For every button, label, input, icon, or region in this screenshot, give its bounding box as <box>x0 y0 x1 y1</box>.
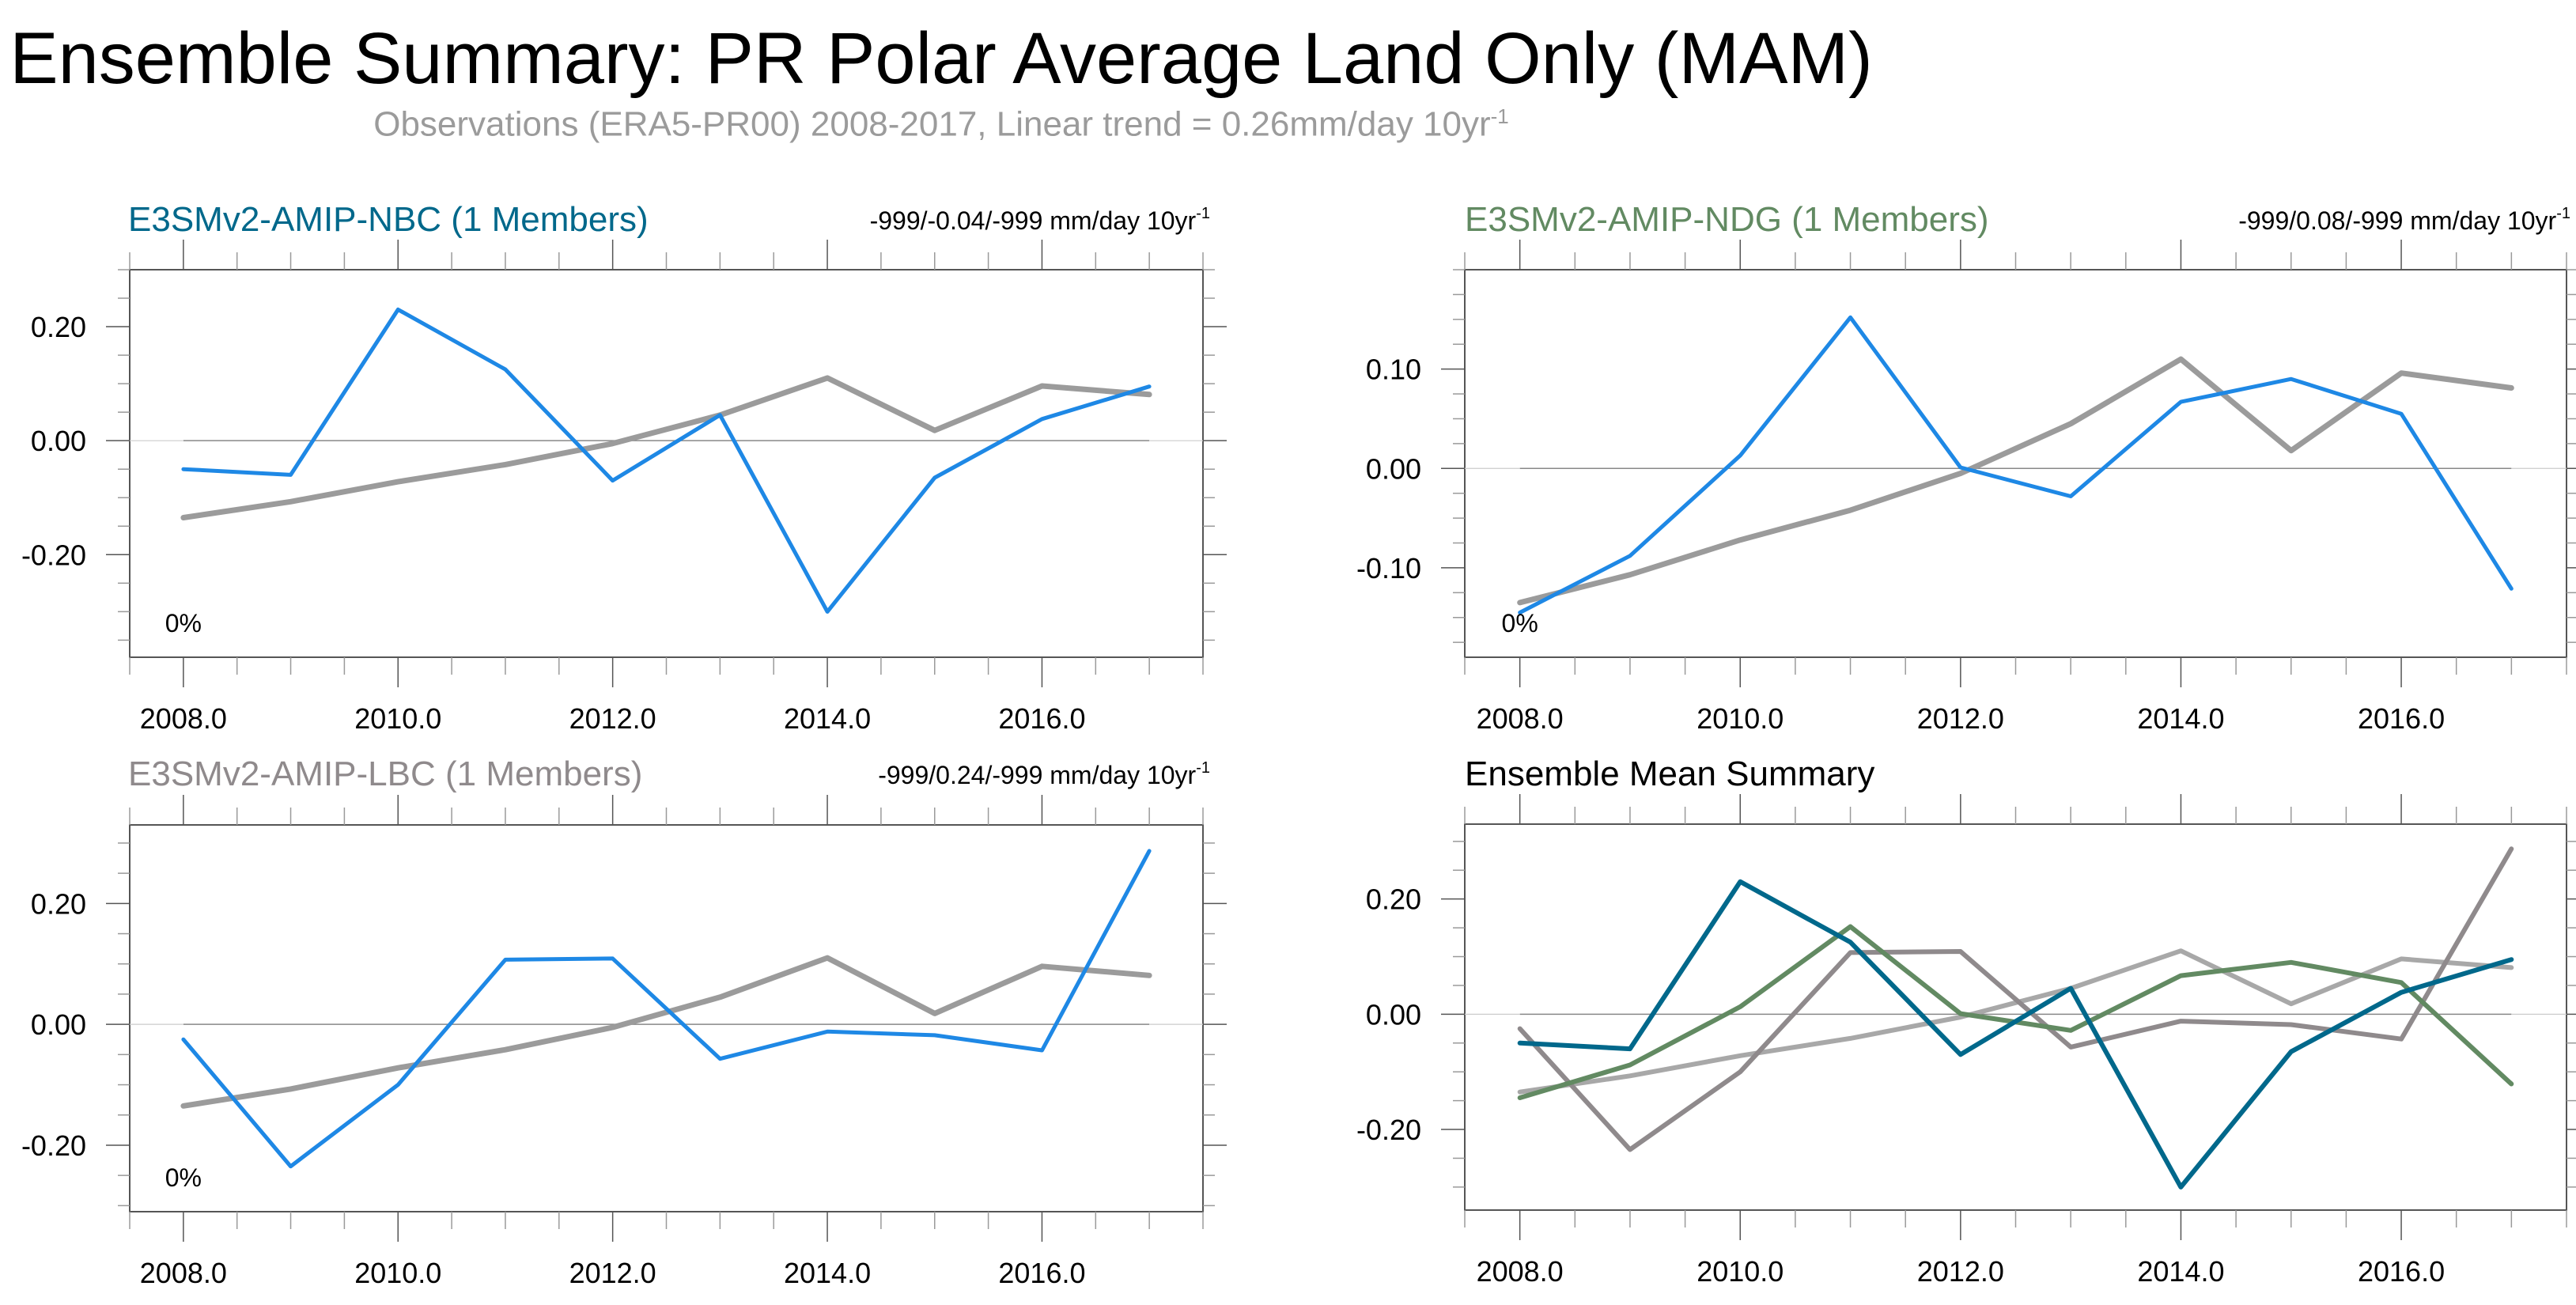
y-tick-label: 0.20 <box>31 887 86 920</box>
trend-text: -999/0.08/-999 mm/day 10yr <box>2238 206 2556 235</box>
percent-label: 0% <box>165 609 202 637</box>
panel-ensemble: Ensemble Mean Summary 2008.0 2010.0 2012.0 2… <box>1356 755 2576 1288</box>
x-tick-label: 2008.0 <box>140 702 227 735</box>
plot-frame <box>1464 269 2567 658</box>
trend-label: -999/-0.04/-999 mm/day 10yr-1 <box>870 205 1210 235</box>
x-tick-label: 2012.0 <box>569 1257 656 1289</box>
panel-title: E3SMv2-AMIP-NBC (1 Members) <box>128 200 649 239</box>
x-tick-label: 2016.0 <box>998 1257 1085 1289</box>
y-tick-label: 0.00 <box>31 425 86 457</box>
x-tick-label: 2016.0 <box>998 702 1085 735</box>
trend-superscript: -1 <box>1196 205 1210 222</box>
trend-label: -999/0.24/-999 mm/day 10yr-1 <box>878 759 1210 789</box>
x-tick-label: 2008.0 <box>1477 1255 1564 1288</box>
trend-superscript: -1 <box>2556 205 2570 222</box>
plot-frame <box>1464 823 2567 1211</box>
series-line-e3smv2-amip-lbc <box>1517 846 2514 1152</box>
y-tick-label: 0.00 <box>31 1008 86 1041</box>
y-tick-label: -0.20 <box>21 539 86 571</box>
chart-title: Ensemble Summary: PR Polar Average Land … <box>9 18 1873 99</box>
subtitle-superscript: -1 <box>1490 104 1509 128</box>
subtitle-text: Observations (ERA5-PR00) 2008-2017, Line… <box>373 104 1491 144</box>
y-tick-label: 0.20 <box>31 311 86 343</box>
series-line-observations <box>180 375 1152 520</box>
x-tick-label: 2010.0 <box>1697 702 1784 735</box>
percent-label: 0% <box>1502 609 1538 637</box>
panel-title: E3SMv2-AMIP-LBC (1 Members) <box>128 755 642 793</box>
series-line-observations <box>180 955 1152 1109</box>
series-line-e3smv2-amip-nbc <box>1517 879 2514 1190</box>
plot-frame <box>129 824 1204 1212</box>
x-tick-label: 2014.0 <box>784 1257 871 1289</box>
x-tick-label: 2012.0 <box>1917 1255 2004 1288</box>
y-tick-label: -0.20 <box>1356 1114 1421 1146</box>
x-tick-label: 2012.0 <box>1917 702 2004 735</box>
chart-subtitle: Observations (ERA5-PR00) 2008-2017, Line… <box>0 104 1882 145</box>
series-line-e3smv2-amip-lbc <box>181 849 1152 1169</box>
y-tick-label: 0.10 <box>1366 354 1421 386</box>
y-tick-label: 0.00 <box>1366 998 1421 1031</box>
trend-superscript: -1 <box>1196 759 1210 777</box>
panel-nbc: E3SMv2-AMIP-NBC (1 Members) -999/-0.04/-9… <box>21 200 1227 735</box>
x-tick-label: 2014.0 <box>784 702 871 735</box>
y-tick-label: -0.10 <box>1356 552 1421 584</box>
series-line-observations <box>1517 356 2514 606</box>
panel-lbc: E3SMv2-AMIP-LBC (1 Members) -999/0.24/-99… <box>21 755 1227 1289</box>
panel-title: E3SMv2-AMIP-NDG (1 Members) <box>1465 200 1989 239</box>
x-tick-label: 2008.0 <box>140 1257 227 1289</box>
panel-ndg: E3SMv2-AMIP-NDG (1 Members) -999/0.08/-99… <box>1356 200 2576 735</box>
y-tick-label: 0.00 <box>1366 452 1421 485</box>
y-tick-label: -0.20 <box>21 1129 86 1162</box>
x-tick-label: 2012.0 <box>569 702 656 735</box>
panel-title: Ensemble Mean Summary <box>1465 755 1874 793</box>
x-tick-label: 2014.0 <box>2137 1255 2224 1288</box>
x-tick-label: 2014.0 <box>2137 702 2224 735</box>
x-tick-label: 2016.0 <box>2358 1255 2445 1288</box>
x-tick-label: 2016.0 <box>2358 702 2445 735</box>
percent-label: 0% <box>165 1163 202 1192</box>
trend-label: -999/0.08/-999 mm/day 10yr-1 <box>2238 205 2570 235</box>
plot-frame <box>129 269 1204 658</box>
x-tick-label: 2010.0 <box>354 702 441 735</box>
x-tick-label: 2010.0 <box>1697 1255 1784 1288</box>
trend-text: -999/-0.04/-999 mm/day 10yr <box>870 206 1197 235</box>
x-tick-label: 2008.0 <box>1477 702 1564 735</box>
x-tick-label: 2010.0 <box>354 1257 441 1289</box>
series-line-e3smv2-amip-ndg <box>1518 315 2514 615</box>
y-tick-label: 0.20 <box>1366 883 1421 916</box>
series-line-observations <box>1517 948 2514 1095</box>
trend-text: -999/0.24/-999 mm/day 10yr <box>878 761 1196 789</box>
series-line-e3smv2-amip-nbc <box>181 307 1152 614</box>
